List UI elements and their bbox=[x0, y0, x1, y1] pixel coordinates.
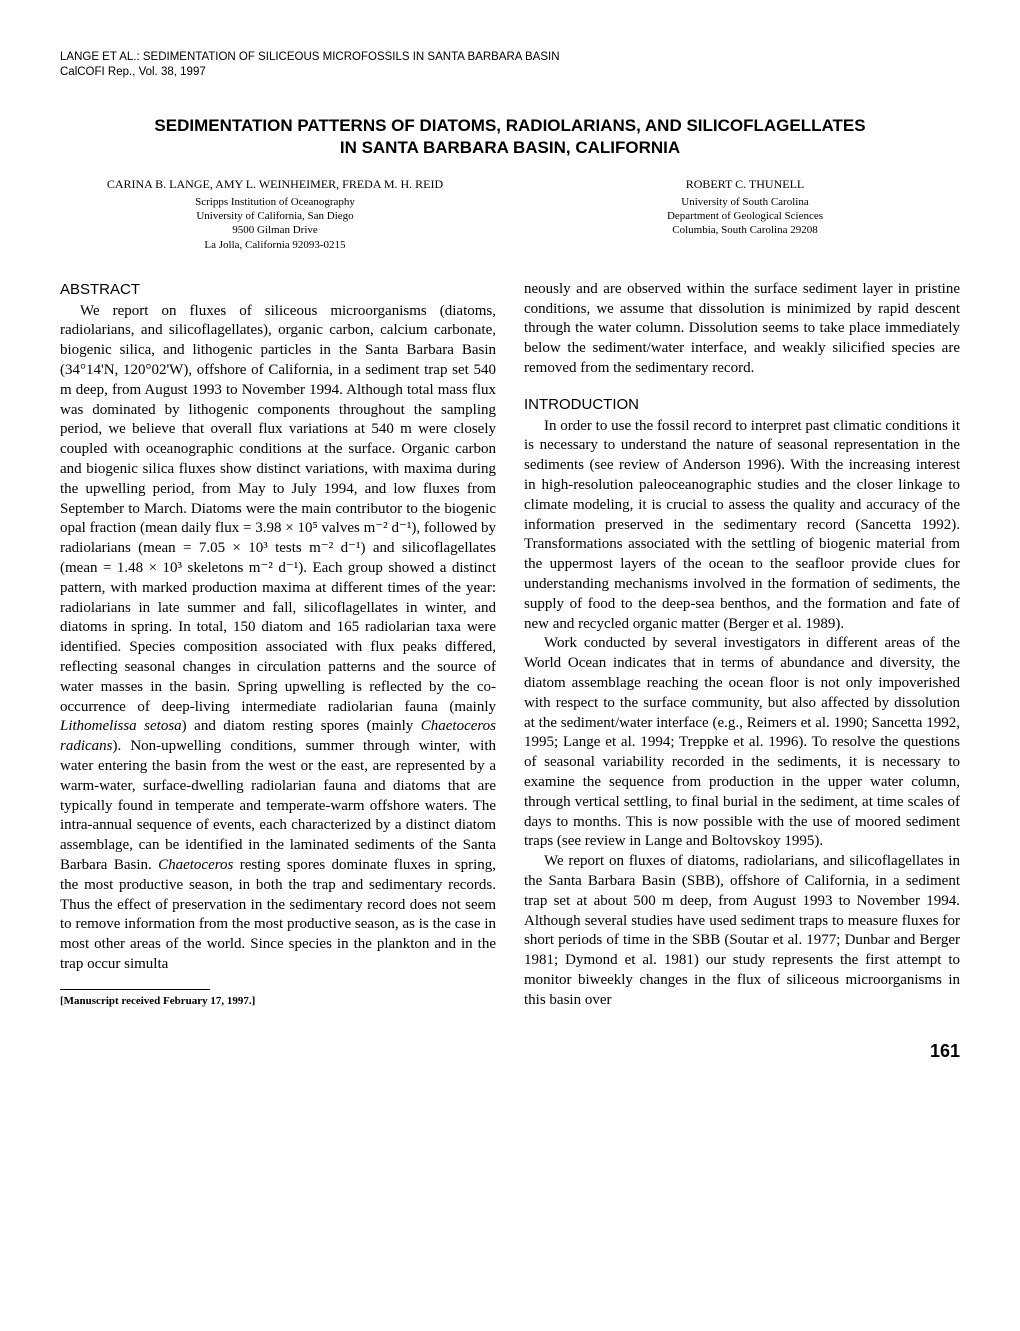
abstract-italic-3: Chaetoceros bbox=[158, 857, 233, 873]
author-block-right: ROBERT C. THUNELL University of South Ca… bbox=[530, 177, 960, 252]
author-affil-right-1: University of South Carolina bbox=[530, 195, 960, 209]
author-affil-left-3: 9500 Gilman Drive bbox=[60, 223, 490, 237]
author-block-left: CARINA B. LANGE, AMY L. WEINHEIMER, FRED… bbox=[60, 177, 490, 252]
abstract-text-2: ) and diatom resting spores (mainly bbox=[182, 718, 421, 734]
running-header: LANGE ET AL.: SEDIMENTATION OF SILICEOUS… bbox=[60, 50, 960, 80]
intro-paragraph-3: We report on fluxes of diatoms, radiolar… bbox=[524, 852, 960, 1010]
abstract-text-4: resting spores dominate fluxes in spring… bbox=[60, 857, 496, 972]
author-affil-left-4: La Jolla, California 92093-0215 bbox=[60, 238, 490, 252]
left-column: ABSTRACT We report on fluxes of siliceou… bbox=[60, 280, 496, 1011]
author-names-right: ROBERT C. THUNELL bbox=[530, 177, 960, 193]
abstract-text-3: ). Non-upwelling conditions, summer thro… bbox=[60, 738, 496, 873]
abstract-italic-1: Lithomelissa setosa bbox=[60, 718, 182, 734]
abstract-heading: ABSTRACT bbox=[60, 280, 496, 300]
author-affil-left-1: Scripps Institution of Oceanography bbox=[60, 195, 490, 209]
intro-paragraph-1: In order to use the fossil record to int… bbox=[524, 417, 960, 635]
footnote-rule bbox=[60, 989, 210, 990]
author-affil-left-2: University of California, San Diego bbox=[60, 209, 490, 223]
abstract-paragraph: We report on fluxes of siliceous microor… bbox=[60, 302, 496, 975]
running-header-line2: CalCOFI Rep., Vol. 38, 1997 bbox=[60, 65, 960, 80]
abstract-continuation: neously and are observed within the surf… bbox=[524, 280, 960, 379]
page-number: 161 bbox=[60, 1041, 960, 1062]
abstract-text-1: We report on fluxes of siliceous microor… bbox=[60, 303, 496, 715]
author-affil-right-3: Columbia, South Carolina 29208 bbox=[530, 223, 960, 237]
article-title: SEDIMENTATION PATTERNS OF DIATOMS, RADIO… bbox=[60, 115, 960, 159]
author-names-left: CARINA B. LANGE, AMY L. WEINHEIMER, FRED… bbox=[60, 177, 490, 193]
title-line1: SEDIMENTATION PATTERNS OF DIATOMS, RADIO… bbox=[60, 115, 960, 137]
authors-container: CARINA B. LANGE, AMY L. WEINHEIMER, FRED… bbox=[60, 177, 960, 252]
author-affil-right-2: Department of Geological Sciences bbox=[530, 209, 960, 223]
title-line2: IN SANTA BARBARA BASIN, CALIFORNIA bbox=[60, 137, 960, 159]
intro-paragraph-2: Work conducted by several investigators … bbox=[524, 634, 960, 852]
introduction-heading: INTRODUCTION bbox=[524, 395, 960, 415]
body-columns: ABSTRACT We report on fluxes of siliceou… bbox=[60, 280, 960, 1011]
manuscript-footnote: [Manuscript received February 17, 1997.] bbox=[60, 994, 496, 1009]
running-header-line1: LANGE ET AL.: SEDIMENTATION OF SILICEOUS… bbox=[60, 50, 960, 65]
right-column: neously and are observed within the surf… bbox=[524, 280, 960, 1011]
